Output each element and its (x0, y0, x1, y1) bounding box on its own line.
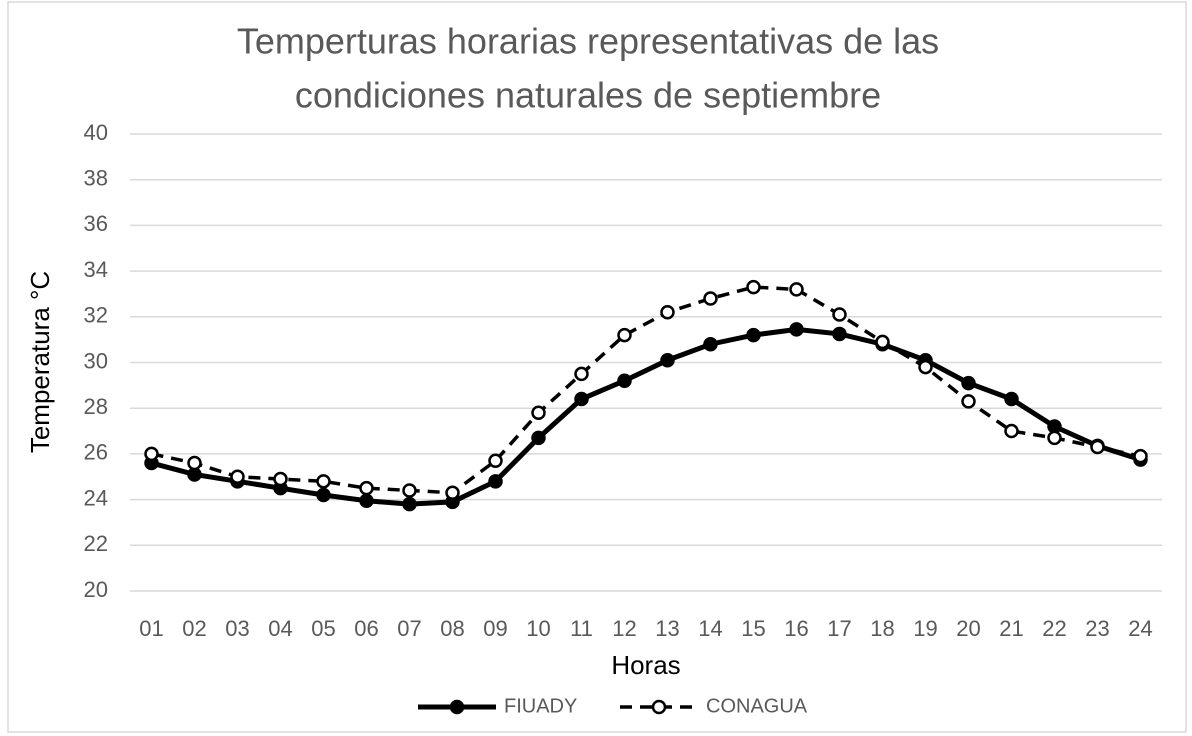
point-marker (660, 304, 675, 320)
x-tick-label: 20 (956, 616, 980, 641)
y-tick-label: 40 (84, 120, 108, 145)
y-tick-label: 30 (84, 348, 108, 373)
y-tick-label: 28 (84, 394, 108, 419)
legend-label: CONAGUA (706, 695, 808, 717)
x-tick-label: 22 (1042, 616, 1066, 641)
point-marker (875, 334, 890, 350)
x-tick-label: 01 (139, 616, 163, 641)
point-marker (961, 375, 976, 391)
x-tick-label: 05 (311, 616, 335, 641)
point-marker (488, 474, 503, 489)
point-marker (531, 430, 546, 446)
x-tick-label: 15 (741, 616, 765, 641)
y-tick-label: 32 (84, 303, 108, 328)
x-tick-label: 18 (870, 616, 894, 641)
point-marker (1090, 439, 1105, 455)
point-marker (832, 326, 847, 342)
point-marker (789, 322, 804, 337)
point-marker (574, 366, 589, 382)
x-tick-label: 23 (1085, 616, 1109, 641)
x-tick-label: 03 (225, 616, 249, 641)
y-tick-label: 34 (84, 257, 108, 282)
x-tick-label: 07 (397, 616, 421, 641)
y-axis-label: Temperatura °C (25, 271, 55, 453)
y-tick-label: 20 (84, 577, 108, 602)
point-marker (359, 480, 374, 496)
y-tick-label: 38 (84, 166, 108, 191)
x-tick-label: 17 (827, 616, 851, 641)
x-tick-label: 11 (570, 616, 593, 641)
point-marker (1004, 423, 1019, 439)
x-axis-label: Horas (611, 650, 680, 680)
x-tick-label: 16 (784, 616, 808, 641)
point-marker (832, 307, 847, 322)
point-marker (531, 405, 546, 421)
x-tick-label: 08 (440, 616, 464, 641)
x-tick-label: 02 (182, 616, 206, 641)
point-marker (961, 394, 976, 409)
point-marker (402, 496, 417, 512)
point-marker (144, 446, 159, 462)
legend-marker (449, 699, 465, 715)
x-tick-label: 04 (268, 616, 292, 641)
chart-title: Temperturas horarias representativas de … (237, 21, 939, 62)
point-marker (703, 291, 718, 306)
point-marker (574, 391, 589, 407)
point-marker (617, 373, 632, 389)
x-tick-label: 24 (1128, 616, 1152, 641)
point-marker (1004, 391, 1019, 407)
x-tick-label: 09 (483, 616, 507, 641)
x-tick-label: 14 (698, 616, 722, 641)
y-tick-label: 22 (84, 531, 108, 556)
point-marker (660, 352, 675, 368)
point-marker (445, 485, 460, 500)
x-tick-label: 12 (612, 616, 636, 641)
x-tick-label: 13 (655, 616, 679, 641)
point-marker (1133, 448, 1148, 464)
point-marker (617, 327, 632, 343)
point-marker (316, 487, 331, 503)
x-tick-label: 21 (999, 616, 1023, 641)
point-marker (746, 279, 761, 295)
point-marker (359, 493, 374, 508)
point-marker (316, 474, 331, 489)
point-marker (918, 359, 933, 375)
y-tick-label: 36 (84, 211, 108, 236)
point-marker (402, 483, 417, 498)
legend-marker (651, 699, 667, 715)
point-marker (746, 327, 761, 343)
point-marker (488, 453, 503, 469)
chart-border (7, 1, 1187, 733)
x-tick-label: 19 (913, 616, 937, 641)
point-marker (1047, 430, 1062, 446)
point-marker (703, 336, 718, 352)
point-marker (789, 282, 804, 297)
point-marker (187, 455, 202, 471)
y-tick-label: 26 (84, 440, 108, 465)
x-tick-label: 10 (526, 616, 550, 641)
legend-label: FIUADY (504, 695, 577, 717)
chart-title: condiciones naturales de septiembre (295, 75, 881, 116)
x-tick-label: 06 (354, 616, 378, 641)
point-marker (230, 469, 245, 484)
point-marker (273, 471, 288, 487)
series-line (150, 326, 1142, 507)
y-tick-label: 24 (84, 485, 108, 510)
